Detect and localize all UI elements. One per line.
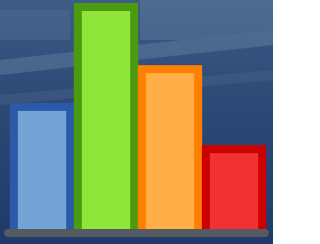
bar [142,69,198,233]
bar [78,7,134,233]
bar [206,149,262,233]
baseline [4,229,269,237]
bar [14,107,70,233]
page: (() => { const data = JSON.parse(documen… [0,0,320,244]
chart [0,0,273,244]
